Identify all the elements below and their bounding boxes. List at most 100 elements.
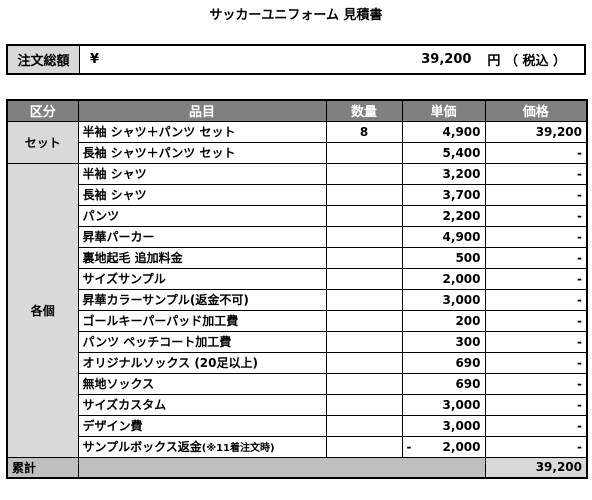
item-cell: ゴールキーパーパッド加工費 — [77, 309, 327, 332]
unit-price-cell: 3,200 — [401, 162, 486, 185]
price-cell: - — [484, 414, 588, 437]
summary-filler — [77, 456, 486, 479]
item-cell: 半袖 シャツ＋パンツ セット — [77, 120, 327, 143]
table-row: サイズサンプル 2,000 - — [7, 267, 588, 290]
table-row: セット 半袖 シャツ＋パンツ セット 8 4,900 39,200 — [6, 120, 588, 164]
order-total-amount: 39,200 — [421, 52, 472, 67]
table-header-row: 区分 品目 数量 単価 価格 — [6, 99, 588, 122]
unit-price-value: 2,000 — [442, 439, 481, 454]
unit-price-cell: 3,000 — [401, 393, 486, 416]
qty-cell[interactable] — [325, 351, 403, 374]
item-cell: 長袖 シャツ＋パンツ セット — [77, 141, 327, 164]
unit-price-cell: 300 — [401, 330, 486, 353]
qty-cell[interactable] — [325, 267, 403, 290]
header-qty: 数量 — [325, 99, 403, 122]
item-cell: 長袖 シャツ — [77, 183, 327, 206]
header-item: 品目 — [77, 99, 327, 122]
unit-price-cell: 2,000 — [401, 267, 486, 290]
qty-cell[interactable] — [325, 414, 403, 437]
item-cell: パンツ ペッチコート加工費 — [77, 330, 327, 353]
table-row: デザイン費 3,000 - — [7, 414, 588, 437]
unit-price-cell: 5,400 — [401, 141, 486, 164]
qty-cell[interactable] — [325, 330, 403, 353]
item-cell: 昇華カラーサンプル(返金不可) — [77, 288, 327, 311]
unit-price-cell: 3,000 — [401, 414, 486, 437]
item-cell: 無地ソックス — [77, 372, 327, 395]
unit-price-cell: 200 — [401, 309, 486, 332]
unit-price-cell: 3,000 — [401, 288, 486, 311]
qty-cell[interactable] — [325, 183, 403, 206]
unit-price-cell: 4,900 — [401, 225, 486, 248]
item-cell: サイズサンプル — [77, 267, 327, 290]
price-cell: - — [484, 225, 588, 248]
table-row: 昇華パーカー 4,900 - — [7, 225, 588, 248]
price-cell: - — [484, 141, 588, 164]
table-row: ゴールキーパーパッド加工費 200 - — [7, 309, 588, 332]
item-cell: サンプルボックス返金(※11着注文時) — [77, 435, 327, 458]
header-category: 区分 — [6, 99, 79, 122]
order-total-box: 注文総額 ¥ 39,200 円 （ 税込 ） — [6, 44, 586, 75]
table-row: 各個 半袖 シャツ 3,200 - — [6, 162, 588, 458]
item-label: サンプルボックス返金 — [82, 440, 202, 454]
qty-cell[interactable] — [325, 162, 403, 185]
price-cell: - — [484, 351, 588, 374]
group-set: セット — [6, 120, 79, 164]
group-each: 各個 — [6, 162, 79, 458]
price-cell: - — [484, 267, 588, 290]
item-cell: オリジナルソックス (20足以上) — [77, 351, 327, 374]
qty-cell[interactable] — [325, 204, 403, 227]
item-cell: 昇華パーカー — [77, 225, 327, 248]
price-cell: - — [484, 288, 588, 311]
item-note: (※11着注文時) — [201, 443, 275, 454]
unit-price-cell: 500 — [401, 246, 486, 269]
item-cell: サイズカスタム — [77, 393, 327, 416]
qty-cell[interactable] — [325, 393, 403, 416]
table-row: サイズカスタム 3,000 - — [7, 393, 588, 416]
table-row: 無地ソックス 690 - — [7, 372, 588, 395]
header-unit-price: 単価 — [401, 99, 486, 122]
table-row: パンツ 2,200 - — [7, 204, 588, 227]
qty-cell[interactable] — [325, 288, 403, 311]
price-cell: - — [484, 435, 588, 458]
price-cell: - — [484, 183, 588, 206]
qty-cell[interactable] — [325, 435, 403, 458]
price-cell: - — [484, 330, 588, 353]
unit-price-cell: 3,700 — [401, 183, 486, 206]
price-cell: - — [484, 246, 588, 269]
table-row: 昇華カラーサンプル(返金不可) 3,000 - — [7, 288, 588, 311]
item-cell: 裏地起毛 追加料金 — [77, 246, 327, 269]
header-price: 価格 — [484, 99, 588, 122]
table-row: 長袖 シャツ＋パンツ セット 5,400 - — [7, 141, 588, 164]
price-cell: - — [484, 204, 588, 227]
currency-symbol: ¥ — [90, 52, 100, 67]
price-cell: - — [484, 309, 588, 332]
summary-label: 累計 — [6, 456, 79, 479]
item-cell: デザイン費 — [77, 414, 327, 437]
unit-price-cell: 690 — [401, 372, 486, 395]
item-cell: パンツ — [77, 204, 327, 227]
price-cell: - — [484, 393, 588, 416]
item-cell: 半袖 シャツ — [77, 162, 327, 185]
unit-price-cell: - 2,000 — [401, 435, 486, 458]
unit-price-cell: 2,200 — [401, 204, 486, 227]
quote-table: 区分 品目 数量 単価 価格 セット 半袖 シャツ＋パンツ セット 8 4,90… — [6, 99, 588, 479]
price-cell: 39,200 — [484, 120, 588, 143]
page-title: サッカーユニフォーム 見積書 — [209, 8, 383, 23]
qty-cell[interactable] — [325, 246, 403, 269]
summary-row: 累計 39,200 — [6, 456, 588, 479]
qty-cell[interactable] — [325, 141, 403, 164]
unit-price-cell: 690 — [401, 351, 486, 374]
minus-sign: - — [406, 439, 412, 454]
price-cell: - — [484, 162, 588, 185]
table-row: 裏地起毛 追加料金 500 - — [7, 246, 588, 269]
order-total-label: 注文総額 — [8, 46, 80, 73]
table-row: オリジナルソックス (20足以上) 690 - — [7, 351, 588, 374]
qty-cell[interactable] — [325, 309, 403, 332]
table-row: 長袖 シャツ 3,700 - — [7, 183, 588, 206]
qty-cell[interactable]: 8 — [325, 120, 403, 143]
summary-value: 39,200 — [484, 456, 588, 479]
qty-cell[interactable] — [325, 225, 403, 248]
qty-cell[interactable] — [325, 372, 403, 395]
unit-price-cell: 4,900 — [401, 120, 486, 143]
price-cell: - — [484, 372, 588, 395]
